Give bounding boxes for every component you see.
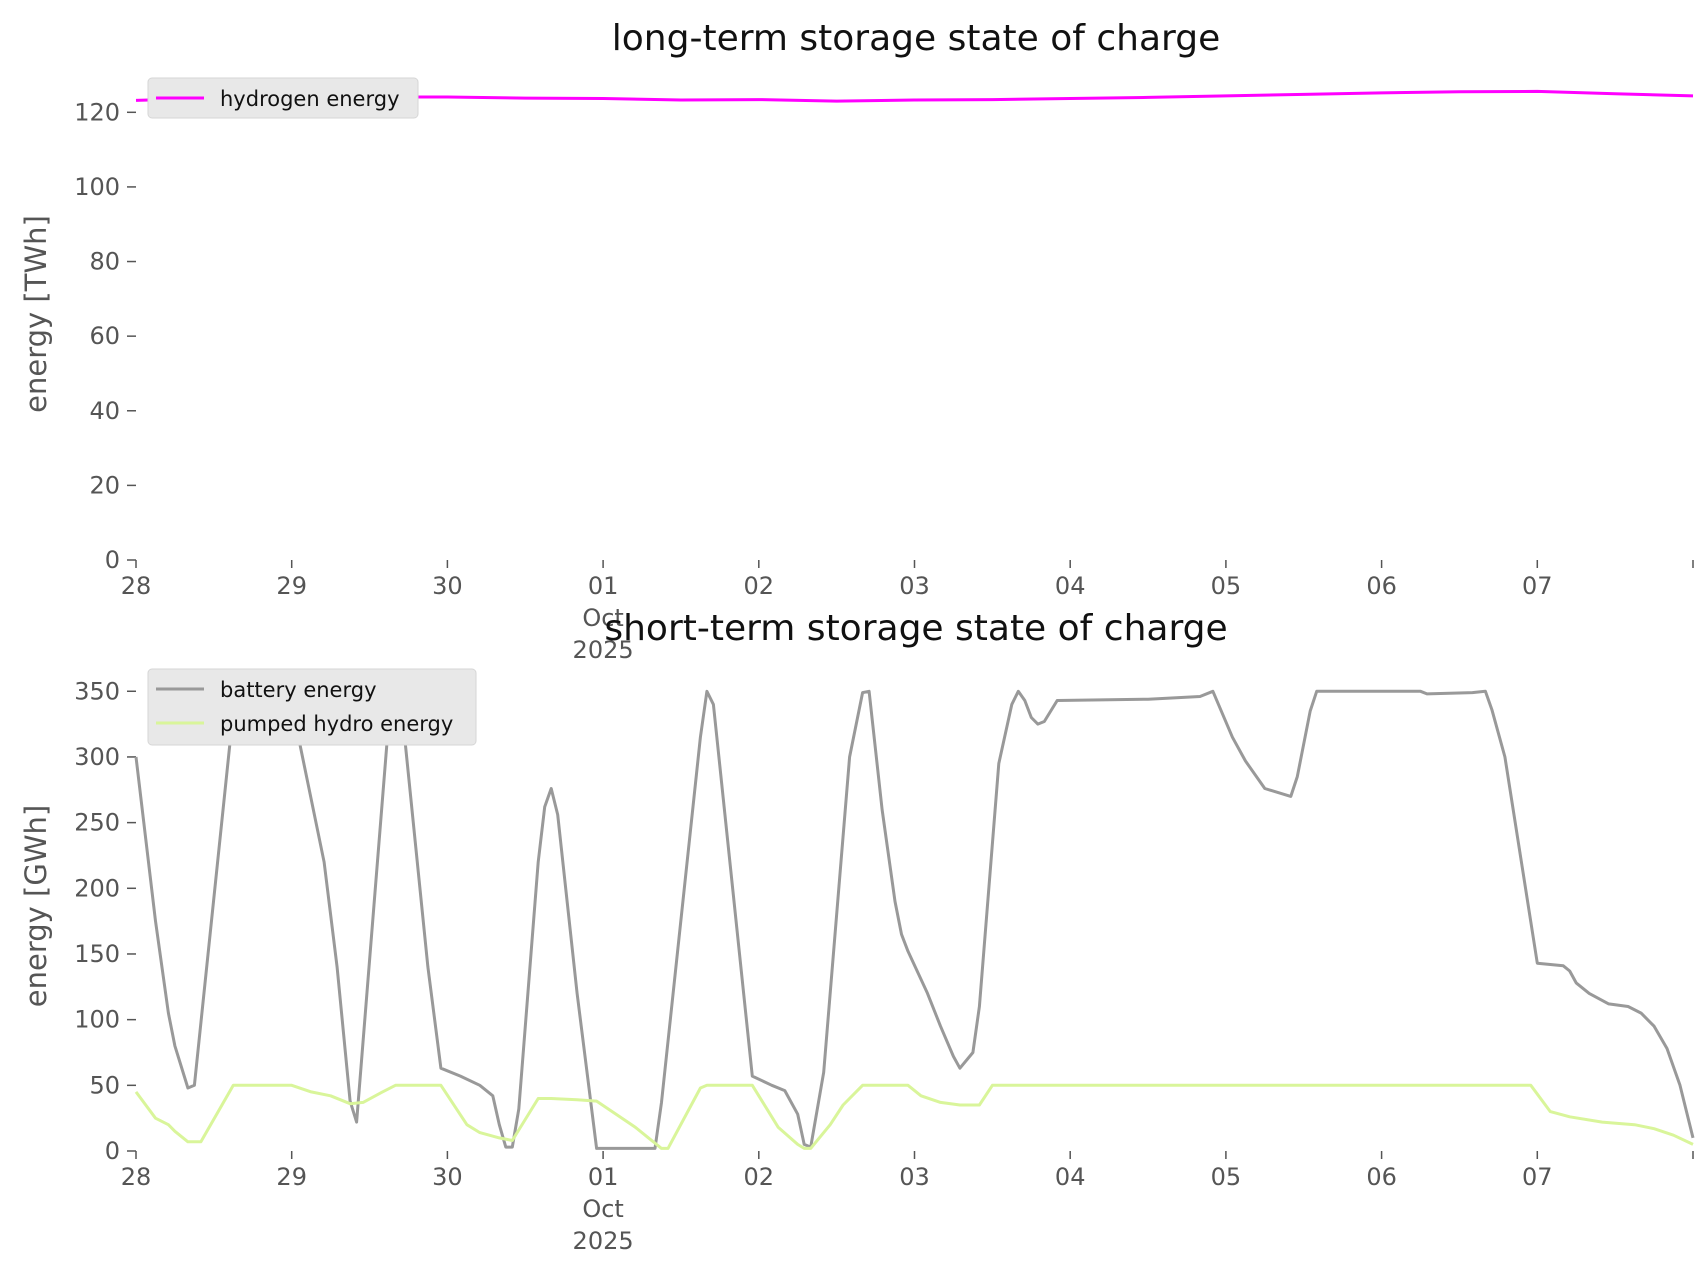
y-tick-label: 350	[74, 677, 120, 705]
y-tick-label: 40	[89, 397, 120, 425]
x-tick-label: 28	[121, 1163, 152, 1191]
y-tick-label: 100	[74, 173, 120, 201]
series-line-battery-energy	[134, 689, 1695, 1150]
series-line-pumped-hydro-energy	[134, 1083, 1694, 1150]
x-tick-label: 07	[1522, 572, 1553, 600]
x-tick-label: 06	[1366, 1163, 1397, 1191]
x-tick-label: 02	[744, 1163, 775, 1191]
series-lines	[134, 689, 1695, 1150]
y-tick-label: 60	[89, 322, 120, 350]
x-tick-sublabel: Oct	[582, 1195, 624, 1223]
x-tick-label: 01	[588, 1163, 619, 1191]
x-tick-label: 29	[276, 572, 307, 600]
legend-entry-hydrogen-energy: hydrogen energy	[220, 87, 400, 111]
x-tick-label: 07	[1522, 1163, 1553, 1191]
y-tick-label: 0	[105, 1137, 120, 1165]
x-axis-ticks: 28 29 30 01 Oct 2025 02 03 04 05 06 07	[121, 1151, 1694, 1255]
x-tick-label: 30	[432, 572, 463, 600]
long-term-chart: long-term storage state of charge energy…	[19, 18, 1694, 664]
x-axis-ticks: 28 29 30 01 Oct 2025 02 03 04 05 06 07	[121, 560, 1694, 664]
legend-entry-battery-energy: battery energy	[220, 678, 377, 702]
y-tick-label: 120	[74, 98, 120, 126]
x-tick-label: 04	[1055, 572, 1086, 600]
y-tick-label: 100	[74, 1006, 120, 1034]
x-tick-sublabel: 2025	[573, 1227, 634, 1255]
x-tick-label: 02	[744, 572, 775, 600]
x-tick-label: 28	[121, 572, 152, 600]
y-axis-label: energy [GWh]	[19, 805, 53, 1007]
x-tick-sublabel: 2025	[573, 636, 634, 664]
y-tick-label: 300	[74, 743, 120, 771]
x-tick-label: 03	[899, 1163, 930, 1191]
x-tick-label: 29	[276, 1163, 307, 1191]
y-tick-label: 200	[74, 874, 120, 902]
chart-title: short-term storage state of charge	[604, 608, 1227, 649]
x-tick-label: 04	[1055, 1163, 1086, 1191]
x-tick-label: 05	[1211, 1163, 1242, 1191]
x-tick-label: 30	[432, 1163, 463, 1191]
x-tick-label: 03	[899, 572, 930, 600]
legend-entry-pumped-hydro-energy: pumped hydro energy	[220, 712, 453, 736]
legend: hydrogen energy	[147, 77, 419, 119]
y-axis-ticks: 0 50 100 150 200 250 300 350	[74, 677, 136, 1165]
chart-title: long-term storage state of charge	[612, 18, 1220, 59]
y-axis-ticks: 0 20 40 60 80 100 120	[74, 98, 136, 574]
y-tick-label: 80	[89, 248, 120, 276]
legend: battery energy pumped hydro energy	[147, 668, 477, 746]
x-tick-sublabel: Oct	[582, 604, 624, 632]
y-tick-label: 250	[74, 809, 120, 837]
y-tick-label: 20	[89, 471, 120, 499]
legend-box	[147, 668, 477, 746]
y-tick-label: 0	[105, 546, 120, 574]
legend-box	[147, 77, 419, 119]
y-tick-label: 150	[74, 940, 120, 968]
y-tick-label: 50	[89, 1071, 120, 1099]
x-tick-label: 01	[588, 572, 619, 600]
x-tick-label: 05	[1211, 572, 1242, 600]
x-tick-label: 06	[1366, 572, 1397, 600]
y-axis-label: energy [TWh]	[19, 215, 53, 413]
short-term-chart: short-term storage state of charge energ…	[19, 608, 1695, 1255]
